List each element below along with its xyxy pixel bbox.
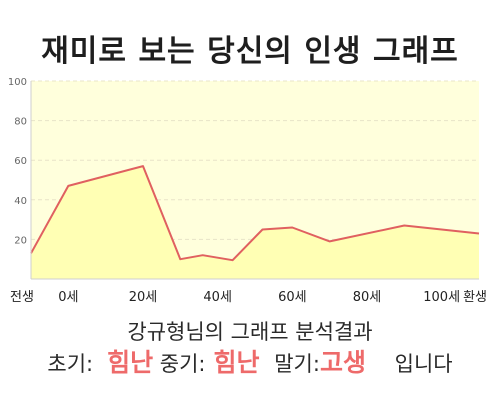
y-tick-label: 60 bbox=[14, 156, 27, 167]
analysis-heading: 강규형님의 그래프 분석결과 bbox=[127, 320, 373, 344]
page-title: 재미로 보는 당신의 인생 그래프 bbox=[41, 34, 459, 69]
life-chart: 20 40 60 80 100 전생 0세 20세 40세 60세 80세 100세 환생 bbox=[8, 77, 487, 305]
early-label: 초기: bbox=[47, 352, 94, 376]
late-label: 말기: bbox=[274, 352, 320, 376]
x-axis-ticks: 전생 0세 20세 40세 60세 80세 100세 환생 bbox=[10, 290, 487, 305]
x-tick-label: 0세 bbox=[58, 290, 78, 305]
y-tick-label: 40 bbox=[14, 196, 27, 207]
x-tick-label: 20세 bbox=[129, 290, 158, 305]
y-axis-ticks: 20 40 60 80 100 bbox=[8, 77, 27, 246]
late-value: 고생 bbox=[319, 348, 366, 377]
result-suffix: 입니다 bbox=[394, 352, 453, 376]
x-tick-label: 환생 bbox=[463, 290, 487, 305]
y-tick-label: 80 bbox=[14, 117, 27, 128]
x-tick-label: 전생 bbox=[10, 290, 34, 305]
x-tick-label: 40세 bbox=[203, 290, 232, 305]
x-tick-label: 80세 bbox=[353, 290, 382, 305]
y-tick-label: 100 bbox=[8, 77, 27, 88]
x-tick-label: 60세 bbox=[278, 290, 307, 305]
y-tick-label: 20 bbox=[14, 235, 27, 246]
mid-value: 힘난 bbox=[213, 348, 260, 377]
x-tick-label: 100세 bbox=[423, 290, 460, 305]
series-line bbox=[30, 165, 480, 262]
early-value: 힘난 bbox=[107, 348, 154, 377]
mid-label: 중기: bbox=[159, 352, 206, 376]
analysis-result: 초기: 힘난 중기: 힘난 말기:고생 입니다 bbox=[0, 346, 500, 381]
area-fill bbox=[31, 166, 479, 279]
